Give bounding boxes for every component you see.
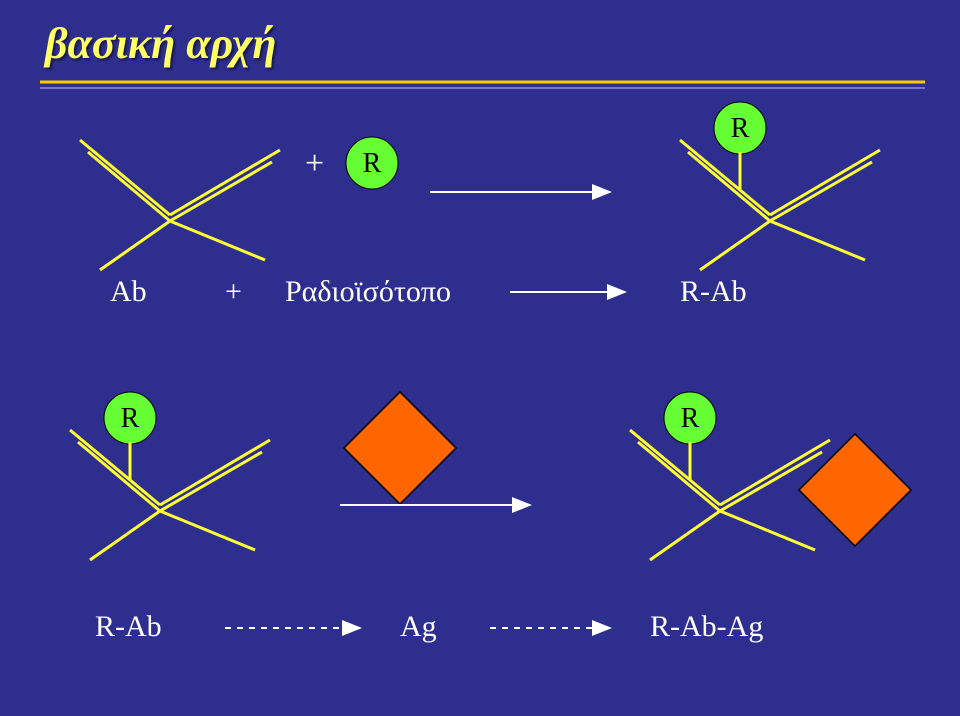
svg-text:R: R (363, 148, 382, 179)
plus-symbol: + (305, 145, 324, 183)
label-plus: + (225, 275, 242, 309)
svg-text:R: R (731, 113, 750, 144)
label-rabag: R-Ab-Ag (650, 610, 763, 644)
label-rab2: R-Ab (95, 610, 162, 644)
diagram-svg: R R R R (0, 0, 960, 716)
slide: βασική αρχή RRRR + Ab + Ραδιοϊσότοπο R-A… (0, 0, 960, 716)
svg-text:R: R (121, 403, 140, 434)
label-ag: Ag (400, 610, 437, 644)
label-ab: Ab (110, 275, 147, 309)
label-radioisotope: Ραδιοϊσότοπο (285, 275, 451, 309)
svg-text:R: R (681, 403, 700, 434)
label-rab: R-Ab (680, 275, 747, 309)
